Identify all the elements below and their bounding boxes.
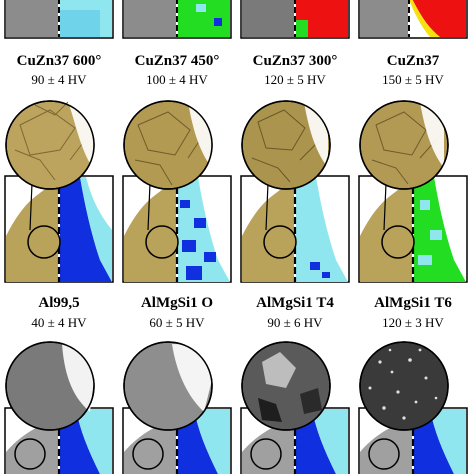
hardness-al995: 40 ± 4 HV (31, 315, 87, 330)
hardness-cuzn37: 150 ± 5 HV (382, 72, 444, 87)
top-strip-panel-2 (122, 0, 232, 39)
hardness-almgsi1-o: 60 ± 5 HV (149, 315, 205, 330)
material-name-almgsi1-o: AlMgSi1 O (140, 295, 214, 311)
panel-cuzn37-600 (4, 100, 114, 283)
panel-cuzn37 (358, 100, 468, 283)
panel-al995 (4, 341, 114, 474)
panel-cuzn37-300 (240, 100, 350, 283)
hardness-almgsi1-t6: 120 ± 3 HV (382, 315, 444, 330)
panel-almgsi1-t6 (358, 341, 468, 474)
hardness-cuzn37-600: 90 ± 4 HV (31, 72, 87, 87)
material-name-cuzn37-600: CuZn37 600° (16, 53, 102, 69)
material-name-almgsi1-t6: AlMgSi1 T6 (374, 295, 452, 311)
material-name-cuzn37: CuZn37 (386, 53, 440, 69)
hardness-cuzn37-450: 100 ± 4 HV (146, 72, 208, 87)
material-name-cuzn37-300: CuZn37 300° (252, 53, 338, 69)
top-strip-panel-4 (358, 0, 468, 39)
top-strip-panel-1 (4, 0, 114, 39)
top-strip-panel-3 (240, 0, 350, 39)
material-name-almgsi1-t4: AlMgSi1 T4 (256, 295, 334, 311)
hardness-cuzn37-300: 120 ± 5 HV (264, 72, 326, 87)
panel-cuzn37-450 (122, 100, 232, 283)
panel-almgsi1-o (122, 341, 232, 474)
material-name-cuzn37-450: CuZn37 450° (134, 53, 220, 69)
panel-almgsi1-t4 (240, 341, 350, 474)
top-strip (4, 0, 468, 39)
hardness-almgsi1-t4: 90 ± 6 HV (267, 315, 323, 330)
material-name-al995: Al99,5 (38, 295, 80, 311)
